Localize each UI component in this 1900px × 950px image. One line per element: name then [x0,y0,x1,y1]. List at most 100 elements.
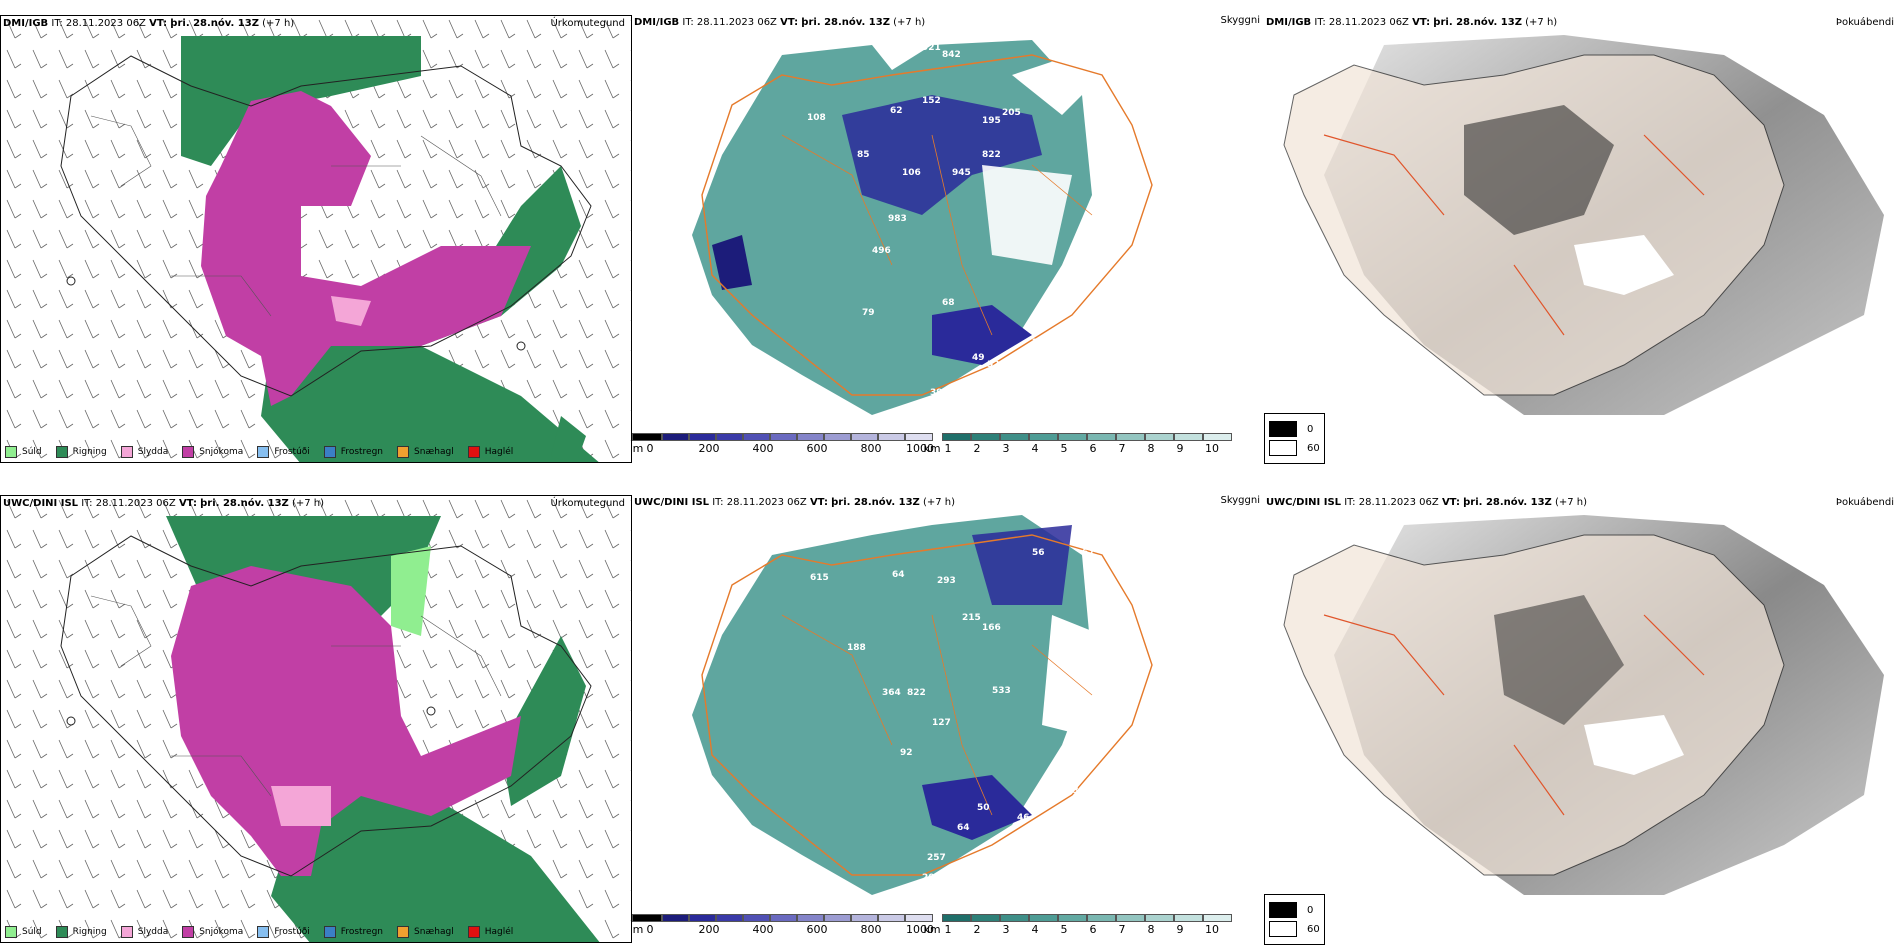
fog-index-panel-1: DMI/IGB IT: 28.11.2023 06Z VT: þri. 28.n… [1264,15,1900,463]
panel-title: DMI/IGB IT: 28.11.2023 06Z VT: þri. 28.n… [634,17,926,28]
cloud-value: 183 [1060,786,1079,796]
legend-item: Snjókoma [182,926,243,938]
cloud-value: 64 [892,570,905,580]
swatch-snjokoma [182,446,195,458]
swatch-black [1269,421,1297,437]
swatch-frostudi [257,446,270,458]
fog-map-1 [1283,35,1884,415]
legend-item: Haglél [467,926,513,938]
cloud-value: 393 [930,388,949,398]
scale-cell [1116,433,1145,441]
cloud-value: 842 [942,50,961,60]
cloud-value: 46 [1017,813,1030,823]
cloud-value: 135 [802,38,821,48]
swatch-snjokoma [182,926,195,938]
panel-field-name: Þokuábendi [1835,17,1894,28]
scale-cell [971,433,1000,441]
cloud-value: 921 [922,43,941,53]
scale-cell [905,433,933,441]
legend-item: Súld [5,446,42,458]
cloud-value: 68 [942,298,955,308]
scale-cell [632,433,662,441]
panel-title: UWC/DINI ISL IT: 28.11.2023 06Z VT: þri.… [634,497,956,508]
precip-type-panel-1: DMI/IGB IT: 28.11.2023 06Z VT: þri. 28.n… [0,15,632,463]
legend-item: Frostúði [257,926,310,938]
precip-map-2 [1,496,631,942]
panel-field-name: Úrkomutegund [550,498,625,509]
panel-field-name: Þokuábendi [1835,497,1894,508]
cloud-value: 64 [957,823,970,833]
cloud-value: 945 [952,168,971,178]
scale-cell [824,914,851,922]
cloud-value: 50 [977,803,990,813]
cloud-value: 209 [922,873,941,883]
scale-cell [716,914,743,922]
scale-cell [662,914,689,922]
scale-cell [1203,433,1232,441]
scale-cell [1203,914,1232,922]
scale-cell [770,433,797,441]
cloud-value-labels: 61 56 67 615 64 293 215 166 188 364 822 … [810,536,1097,883]
scale-cell [1000,914,1029,922]
scale-cell [942,914,971,922]
scale-cell [851,433,878,441]
swatch-haglel [467,446,480,458]
cloud-value: 188 [847,643,866,653]
panel-field-name: Skyggni [1220,495,1260,506]
scale-cell [689,914,716,922]
cloud-value: 127 [932,718,951,728]
height-scale-1: m 0 200 400 600 800 1000 [632,433,937,455]
cloud-value: 152 [922,96,941,106]
swatch-haglel [467,926,480,938]
precip-legend: Súld Rigning Slydda Snjókoma Frostúði Fr… [5,926,513,938]
scale-cell [971,914,1000,922]
swatch-sudd [5,926,17,938]
swatch-frostregn [323,926,336,938]
legend-item: Rigning [55,446,107,458]
cloud-value: 92 [900,748,913,758]
cloud-value: 85 [857,150,870,160]
swatch-frostudi [257,926,270,938]
scale-cell [743,914,770,922]
cloud-base-panel-1: 135 921 842 108 62 152 195 205 85 106 94… [632,15,1264,463]
cloud-value: 822 [907,688,926,698]
precip-type-panel-2: UWC/DINI ISL IT: 28.11.2023 06Z VT: þri.… [0,495,632,943]
cloud-value: 615 [810,573,829,583]
fog-index-panel-2: UWC/DINI ISL IT: 28.11.2023 06Z VT: þri.… [1264,495,1900,943]
visibility-legend-1: 0 60 [1264,413,1325,464]
cloud-value: 533 [992,686,1011,696]
scale-cell [1000,433,1029,441]
cloud-value: 496 [872,246,891,256]
swatch-rigning [55,926,68,938]
swatch-slydda [120,926,133,938]
scale-cell [1087,433,1116,441]
cloud-value: 166 [982,623,1001,633]
legend-item: Slydda [120,446,168,458]
scale-cell [1029,914,1058,922]
cloud-value: 79 [862,308,875,318]
scale-cell [689,433,716,441]
scale-cell [743,433,770,441]
scale-cell [1029,433,1058,441]
scale-cell [1087,914,1116,922]
cloud-map-2: 61 56 67 615 64 293 215 166 188 364 822 … [692,515,1153,895]
scale-cell [632,914,662,922]
swatch-sudd [5,446,17,458]
cloud-value: 106 [902,168,921,178]
swatch-slydda [120,446,133,458]
scale-cell [770,914,797,922]
scale-cell [797,914,824,922]
scale-cell [1174,914,1203,922]
cloud-value: 822 [982,150,1001,160]
height-scale-2: m 0 200 400 600 800 1000 [632,914,937,936]
fog-map-2 [1283,515,1884,895]
cloud-value: 49 [972,353,985,363]
scale-cell [824,433,851,441]
swatch-rigning [55,446,68,458]
distance-scale-2: km 1 2 3 4 5 6 7 8 9 10 [923,914,1232,936]
scale-cell [942,433,971,441]
cloud-value: 205 [1002,108,1021,118]
swatch-white [1269,440,1297,456]
legend-item: Frostúði [257,446,310,458]
panel-field-name: Skyggni [1220,15,1260,26]
